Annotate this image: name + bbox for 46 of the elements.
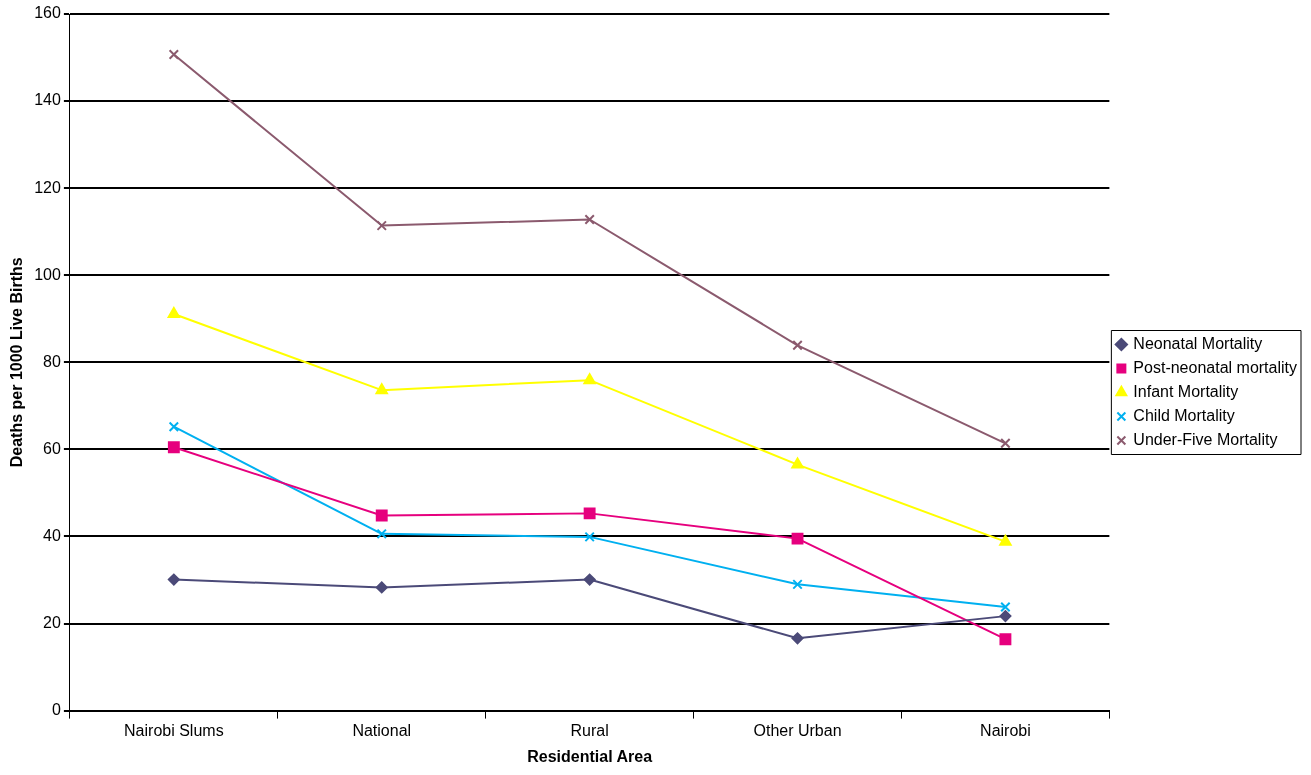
point [584,531,595,543]
legend-label: Neonatal Mortality [1133,334,1263,352]
y-tick-label: 120 [34,178,61,196]
point [168,49,180,60]
x-tick-label: National [352,721,412,739]
x-tick-label: Other Urban [753,721,842,739]
y-tick-label: 60 [43,439,61,457]
point [791,457,804,469]
point [999,610,1012,623]
point [1000,601,1011,613]
point [999,534,1012,546]
point [167,306,181,318]
legend-label: Post-neonatal mortality [1133,358,1298,376]
point [792,340,803,351]
y-tick-label: 0 [51,701,61,719]
y-tick-label: 20 [43,613,61,631]
point [583,507,596,520]
point [584,214,595,225]
point [1000,438,1011,449]
y-tick-label: 140 [34,91,61,109]
point [791,532,804,545]
legend-label: Child Mortality [1133,406,1235,424]
point [167,441,180,454]
point [375,509,388,522]
y-tick-label: 40 [43,526,61,544]
point [583,373,596,385]
point [375,383,388,395]
point [792,579,803,590]
legend-label: Under-Five Mortality [1133,430,1278,448]
y-tick-label: 100 [34,265,61,283]
x-tick-label: Rural [570,721,609,739]
point [583,573,596,586]
x-axis-title: Residential Area [527,747,653,765]
y-axis-title: Deaths per 1000 Live Births [8,257,26,468]
point [376,528,387,540]
x-tick-label: Nairobi Slums [124,721,224,739]
point [376,220,387,231]
point [791,632,804,645]
x-tick-label: Nairobi [980,721,1031,739]
y-tick-label: 80 [43,352,61,370]
point [999,633,1012,646]
y-tick-label: 160 [34,4,61,22]
point [168,421,180,432]
point [167,573,180,586]
point [375,581,388,594]
legend-label: Infant Mortality [1133,382,1239,400]
